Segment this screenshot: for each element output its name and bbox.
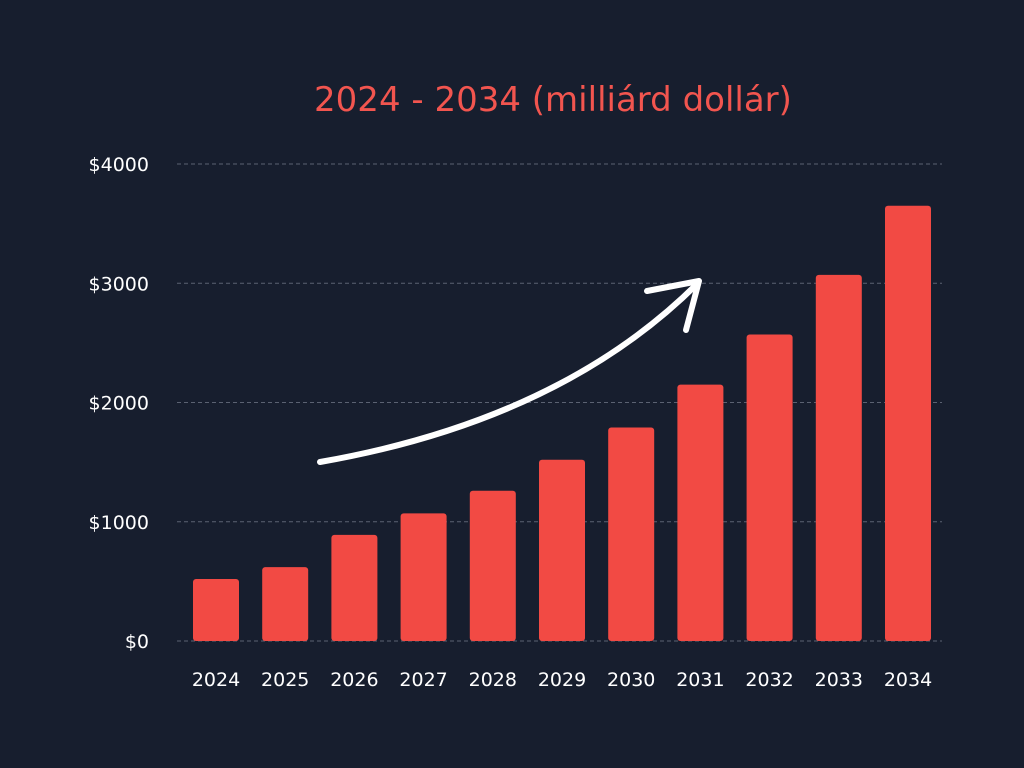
x-tick-label: 2027 [399,669,447,691]
bar-2033 [815,274,862,641]
trend-arrow-icon [317,278,702,465]
bars [193,205,931,642]
y-tick-label: $1000 [89,512,149,534]
x-tick-label: 2025 [261,669,309,691]
x-tick-label: 2031 [676,669,724,691]
bar-2032 [746,334,793,641]
bar-2024 [193,578,239,641]
x-tick-label: 2026 [330,669,378,691]
y-tick-label: $3000 [89,273,149,295]
x-tick-label: 2033 [815,669,863,691]
x-axis-ticks: 2024 2025 2026 2027 2028 2029 2030 2031 2032 2033… [192,669,932,691]
x-tick-label: 2030 [607,669,655,691]
bar-2034 [885,205,931,642]
y-tick-label: $4000 [89,154,149,176]
bar-2029 [539,459,585,641]
trend-arrow-shaft [317,281,700,465]
bar-2031 [677,384,724,641]
chart-title: 2024 - 2034 (milliárd dollár) [314,80,792,120]
x-tick-label: 2029 [538,669,586,691]
bar-2026 [331,534,378,641]
bar-2025 [262,567,309,641]
x-tick-label: 2024 [192,669,240,691]
trend-arrow-head [644,278,702,333]
x-tick-label: 2032 [745,669,793,691]
y-axis-ticks: $0 $1000 $2000 $3000 $4000 [89,154,149,653]
bar-2030 [608,427,655,641]
bar-2028 [469,490,516,641]
y-tick-label: $0 [125,631,149,653]
x-tick-label: 2034 [884,669,932,691]
bar-2027 [400,513,447,641]
x-tick-label: 2028 [469,669,517,691]
y-tick-label: $2000 [89,393,149,415]
